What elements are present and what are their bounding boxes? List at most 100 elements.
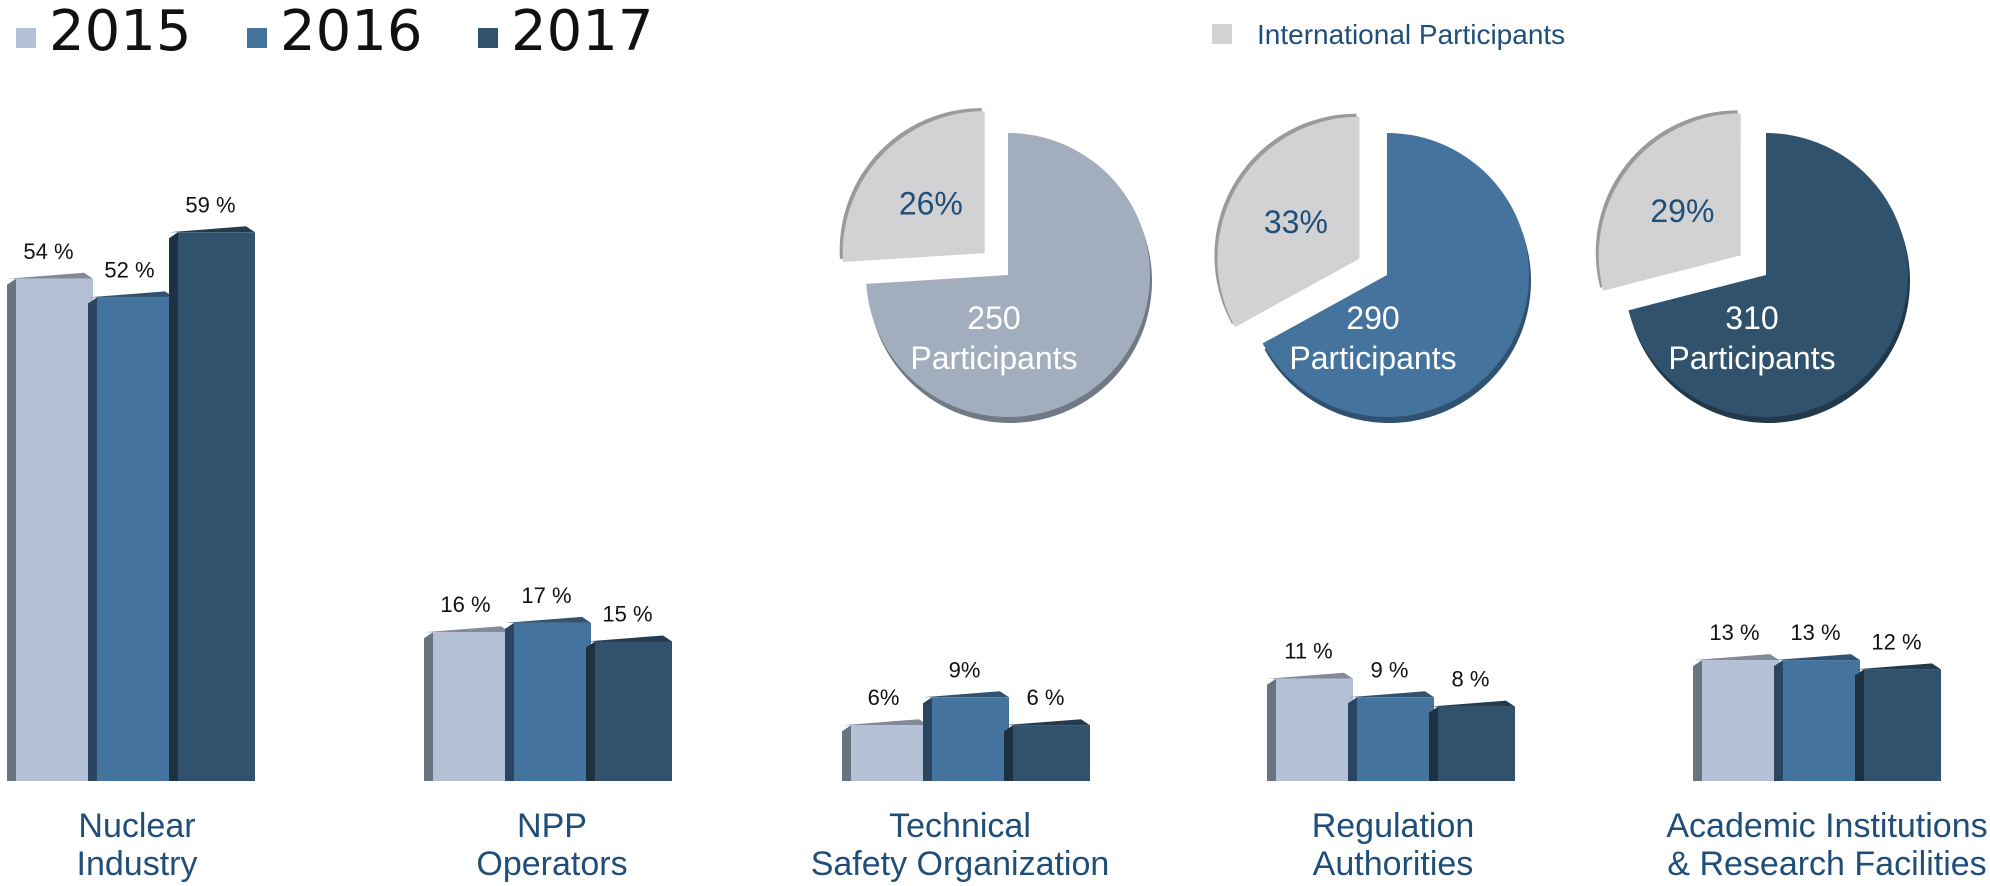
bar-value-label: 8 % [1452, 667, 1490, 692]
bar-value-label: 17 % [521, 583, 571, 608]
bar-top [1004, 719, 1090, 726]
pie-total-label: Participants [1668, 340, 1835, 376]
bar-side [1348, 697, 1357, 781]
bar-2017 [1864, 669, 1941, 781]
legend-label-2015: 2015 [49, 0, 192, 64]
bar-2015 [1276, 678, 1353, 781]
pie-main-slice [1628, 133, 1908, 417]
bar-top [1855, 663, 1941, 670]
bar-side [1267, 678, 1276, 781]
pie-total-label: 310 [1725, 300, 1778, 336]
pie-international-slice [1598, 113, 1741, 291]
category-label: & Research Facilities [1667, 845, 1986, 883]
legend-swatch-international [1212, 24, 1232, 44]
pie-international-slice [842, 111, 985, 263]
bar-side [169, 232, 178, 782]
category-label: Academic Institutions [1666, 807, 1987, 845]
bar-2015 [1702, 660, 1779, 781]
pie-international-label: 33% [1264, 204, 1328, 240]
bar-2017 [1013, 725, 1090, 781]
category-label: NPP [517, 807, 587, 845]
pie-total-label: 290 [1346, 300, 1399, 336]
bar-top [88, 291, 174, 298]
bar-top [1429, 700, 1515, 707]
bar-side [7, 278, 16, 781]
bar-2016 [97, 297, 174, 781]
bar-top [7, 272, 93, 279]
pie-2015: 26% 250 Participants [839, 108, 1153, 423]
bar-top [424, 626, 510, 633]
bar-top [923, 691, 1009, 698]
pie-international-slice [1217, 116, 1360, 328]
legend-label-2017: 2017 [511, 0, 654, 64]
bar-2016 [514, 622, 591, 781]
bar-2016 [1357, 697, 1434, 781]
bar-2015 [16, 278, 93, 781]
category-label: Authorities [1313, 845, 1474, 883]
category-label: Nuclear [78, 807, 195, 845]
bar-top [1693, 654, 1779, 661]
category-label: Industry [77, 845, 198, 883]
bar-value-label: 15 % [602, 602, 652, 627]
legend-label-international: International Participants [1257, 19, 1565, 50]
bar-top [842, 719, 928, 726]
bar-2016 [1783, 660, 1860, 781]
bar-value-label: 6% [868, 685, 900, 710]
bar-2016 [932, 697, 1009, 781]
bar-value-label: 54 % [23, 239, 73, 264]
bar-value-label: 11 % [1284, 639, 1333, 664]
bar-2017 [595, 641, 672, 781]
category-label: Regulation [1312, 807, 1475, 845]
bar-value-label: 9 % [1371, 657, 1409, 682]
pie-total-label: Participants [910, 340, 1077, 376]
pie-total-label: 250 [967, 300, 1020, 336]
bar-group-4: 13 % 13 % 12 % Academic Institutions& Resea… [1666, 620, 1987, 883]
bar-value-label: 13 % [1709, 620, 1759, 645]
bar-side [1855, 669, 1864, 781]
bar-side [424, 632, 433, 781]
bar-top [1348, 691, 1434, 698]
pie-2017: 29% 310 Participants [1595, 110, 1910, 423]
bar-top [586, 635, 672, 642]
bar-side [923, 697, 932, 781]
bar-2015 [433, 632, 510, 781]
legend-label-2016: 2016 [280, 0, 423, 64]
bar-2017 [1438, 706, 1515, 781]
bar-side [505, 622, 514, 781]
bar-side [586, 641, 595, 781]
pie-total-label: Participants [1289, 340, 1456, 376]
bar-top [505, 616, 591, 623]
category-label: Technical [889, 807, 1031, 845]
legend: 2015 2016 2017 International Participants [16, 0, 1565, 64]
bar-side [842, 725, 851, 781]
bar-value-label: 12 % [1871, 629, 1921, 654]
category-label: Safety Organization [811, 845, 1110, 883]
bar-value-label: 13 % [1790, 620, 1840, 645]
bar-value-label: 52 % [104, 257, 154, 282]
pie-international-label: 29% [1650, 193, 1714, 229]
pie-charts: 26% 250 Participants 33% 290 Participants 29% 3… [839, 108, 1910, 423]
bar-top [169, 226, 255, 233]
pie-main-slice [866, 133, 1150, 417]
bar-value-label: 59 % [185, 192, 235, 217]
bar-top [1774, 654, 1860, 661]
bar-value-label: 9% [949, 657, 981, 682]
bar-side [88, 297, 97, 781]
category-label: Operators [476, 845, 627, 883]
legend-swatch-2016 [247, 28, 267, 48]
bar-2017 [178, 232, 255, 782]
bar-side [1774, 660, 1783, 781]
pie-2016: 33% 290 Participants [1214, 113, 1531, 423]
legend-swatch-2017 [478, 28, 498, 48]
pie-international-label: 26% [899, 186, 963, 222]
legend-swatch-2015 [16, 28, 36, 48]
bar-side [1693, 660, 1702, 781]
pie-main-slice [1262, 133, 1530, 417]
bar-value-label: 6 % [1027, 685, 1065, 710]
bar-top [1267, 672, 1353, 679]
bar-value-label: 16 % [440, 592, 490, 617]
